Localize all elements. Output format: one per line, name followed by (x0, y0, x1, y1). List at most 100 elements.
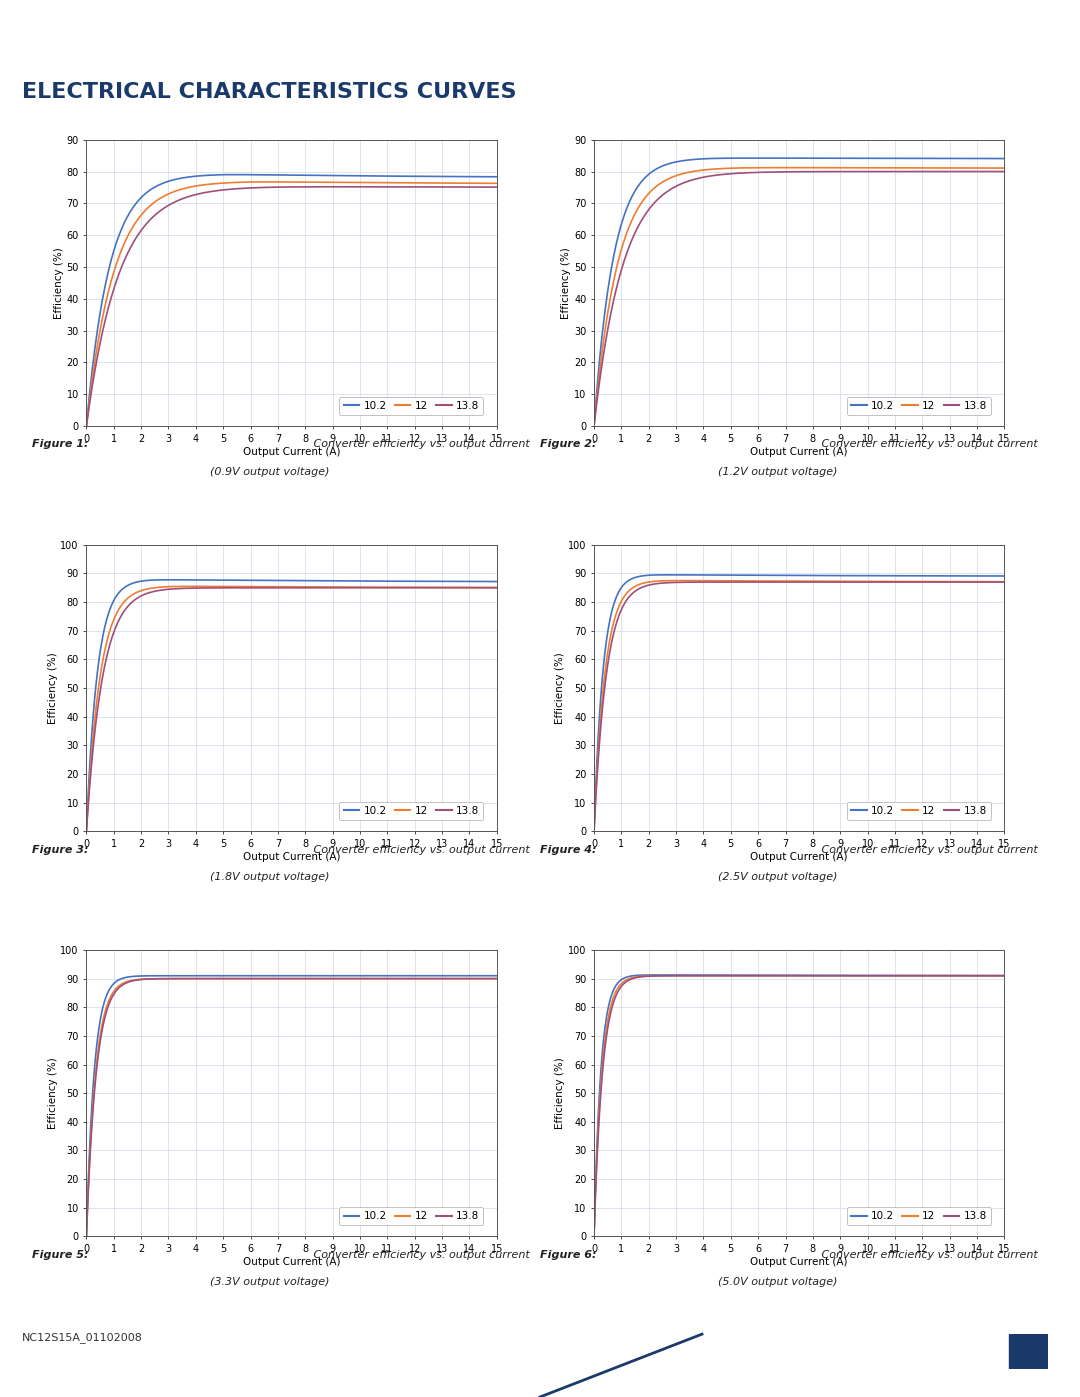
10.2 (490, 967, 503, 983)
13.8 (323, 971, 336, 988)
X-axis label: Output Current (A): Output Current (A) (243, 1257, 340, 1267)
10.2 (490, 573, 503, 590)
Text: Figure 1:: Figure 1: (32, 440, 89, 450)
13.8 (832, 163, 845, 180)
13.8 (332, 971, 345, 988)
Text: Converter efficiency vs. output current: Converter efficiency vs. output current (310, 1250, 530, 1260)
12 (998, 159, 1011, 176)
X-axis label: Output Current (A): Output Current (A) (751, 447, 848, 457)
Legend: 10.2, 12, 13.8: 10.2, 12, 13.8 (847, 397, 991, 415)
10.2 (832, 149, 845, 166)
13.8 (588, 418, 600, 434)
13.8 (81, 1194, 94, 1211)
12 (935, 967, 948, 983)
10.2 (998, 967, 1011, 983)
13.8 (839, 967, 852, 983)
10.2 (323, 967, 336, 983)
Line: 12: 12 (86, 979, 497, 1236)
12 (490, 175, 503, 191)
Legend: 10.2, 12, 13.8: 10.2, 12, 13.8 (339, 802, 484, 820)
10.2 (840, 967, 853, 983)
Text: (0.9V output voltage): (0.9V output voltage) (211, 467, 329, 476)
13.8 (588, 823, 600, 840)
13.8 (831, 967, 843, 983)
12 (80, 823, 93, 840)
13.8 (959, 574, 972, 591)
12 (833, 573, 846, 590)
X-axis label: Output Current (A): Output Current (A) (751, 852, 848, 862)
Text: Converter efficiency vs. output current: Converter efficiency vs. output current (818, 845, 1038, 855)
Text: (3.3V output voltage): (3.3V output voltage) (211, 1277, 329, 1287)
10.2 (588, 1228, 600, 1245)
12 (588, 1228, 600, 1245)
13.8 (998, 574, 1011, 591)
10.2 (454, 573, 467, 590)
13.8 (935, 967, 948, 983)
Text: NC12S15A_01102008: NC12S15A_01102008 (22, 1333, 143, 1343)
10.2 (840, 149, 853, 166)
Legend: 10.2, 12, 13.8: 10.2, 12, 13.8 (847, 1207, 991, 1225)
10.2 (81, 404, 94, 420)
Line: 10.2: 10.2 (594, 574, 1004, 831)
Line: 12: 12 (86, 182, 497, 426)
12 (832, 159, 845, 176)
13.8 (332, 580, 345, 597)
10.2 (325, 168, 338, 184)
13.8 (998, 163, 1011, 180)
12 (588, 418, 600, 434)
13.8 (426, 971, 438, 988)
Y-axis label: Efficiency (%): Efficiency (%) (48, 1058, 57, 1129)
12 (80, 1228, 93, 1245)
12 (998, 967, 1011, 983)
10.2 (998, 567, 1011, 584)
Text: Converter efficiency vs. output current: Converter efficiency vs. output current (310, 440, 530, 450)
13.8 (831, 574, 843, 591)
12 (589, 1186, 602, 1203)
Text: Converter efficiency vs. output current: Converter efficiency vs. output current (310, 845, 530, 855)
12 (840, 573, 853, 590)
12 (324, 173, 337, 190)
12 (324, 971, 337, 988)
12 (333, 175, 346, 191)
Y-axis label: Efficiency (%): Efficiency (%) (54, 247, 64, 319)
13.8 (454, 971, 467, 988)
13.8 (933, 163, 946, 180)
10.2 (935, 967, 948, 983)
Line: 10.2: 10.2 (86, 580, 497, 831)
10.2 (374, 967, 387, 983)
Line: 10.2: 10.2 (86, 175, 497, 426)
10.2 (833, 567, 846, 584)
13.8 (446, 971, 459, 988)
10.2 (324, 967, 337, 983)
Text: Figure 5:: Figure 5: (32, 1250, 89, 1260)
13.8 (908, 967, 921, 983)
12 (961, 967, 974, 983)
Line: 13.8: 13.8 (86, 979, 497, 1236)
Line: 13.8: 13.8 (594, 975, 1004, 1236)
13.8 (832, 967, 845, 983)
Line: 10.2: 10.2 (86, 975, 497, 1236)
10.2 (833, 149, 846, 166)
Text: Figure 4:: Figure 4: (540, 845, 596, 855)
Line: 13.8: 13.8 (594, 172, 1004, 426)
12 (428, 175, 441, 191)
12 (832, 573, 845, 590)
Legend: 10.2, 12, 13.8: 10.2, 12, 13.8 (339, 397, 484, 415)
12 (589, 793, 602, 810)
Text: 3: 3 (978, 1344, 987, 1359)
10.2 (840, 567, 853, 584)
Line: 12: 12 (86, 587, 497, 831)
12 (840, 159, 853, 176)
12 (324, 578, 337, 595)
13.8 (589, 1189, 602, 1206)
10.2 (748, 149, 761, 166)
10.2 (589, 787, 602, 803)
12 (490, 578, 503, 595)
12 (421, 971, 434, 988)
12 (961, 573, 974, 590)
12 (428, 578, 441, 595)
Line: 10.2: 10.2 (594, 975, 1004, 1236)
13.8 (428, 179, 441, 196)
12 (81, 799, 94, 816)
10.2 (663, 566, 676, 583)
